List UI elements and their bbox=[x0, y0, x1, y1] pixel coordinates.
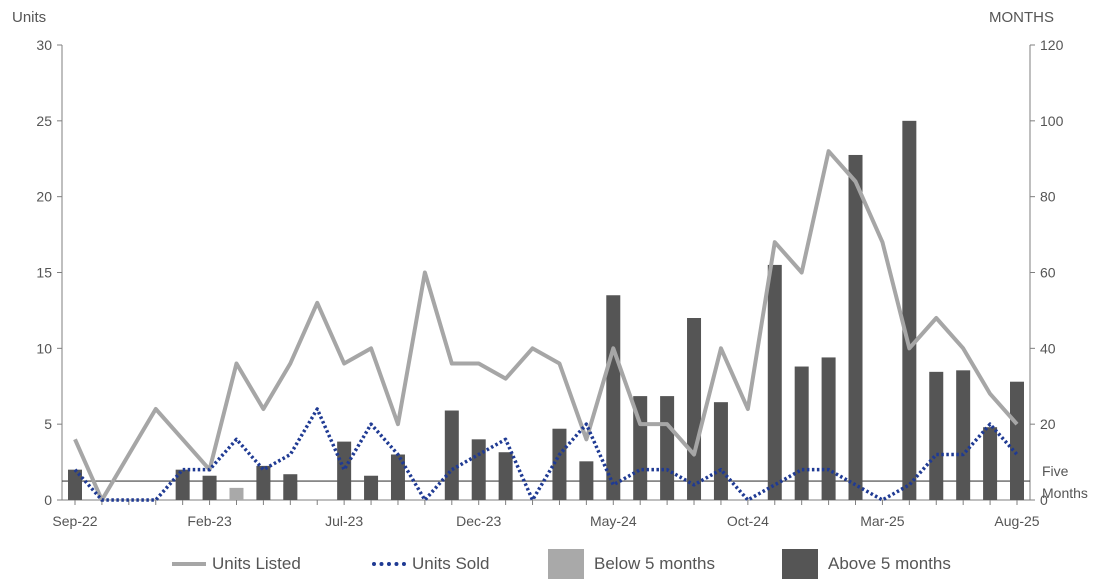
bar-above-5-months bbox=[929, 371, 944, 500]
right-tick-label: 20 bbox=[1040, 416, 1056, 432]
left-axis-title: Units bbox=[12, 9, 47, 26]
bar-above-5-months bbox=[471, 439, 486, 500]
x-tick-label: May-24 bbox=[590, 513, 637, 529]
threshold-label-line2: Months bbox=[1042, 485, 1088, 501]
bar-above-5-months bbox=[633, 396, 648, 500]
left-tick-label: 30 bbox=[36, 37, 52, 53]
chart-axes bbox=[57, 44, 1035, 505]
bar-above-5-months bbox=[337, 441, 352, 500]
bar-above-5-months bbox=[256, 465, 271, 500]
chart-canvas: 0 5 10 15 20 25 30 0 20 40 60 80 100 120 Sep-22 Feb-23 J… bbox=[36, 37, 1088, 529]
left-tick-label: 5 bbox=[44, 416, 52, 432]
x-tick-label: Feb-23 bbox=[187, 513, 232, 529]
left-tick-label: 20 bbox=[36, 189, 52, 205]
bar-above-5-months bbox=[390, 454, 405, 500]
chart-labels: 0 5 10 15 20 25 30 0 20 40 60 80 100 120 Sep-22 Feb-23 J… bbox=[36, 37, 1088, 529]
x-tick-label: Jul-23 bbox=[325, 513, 363, 529]
legend-item-below-5-months: Below 5 months bbox=[548, 548, 715, 580]
x-tick-label: Aug-25 bbox=[994, 513, 1039, 529]
x-tick-label: Oct-24 bbox=[727, 513, 769, 529]
legend-label-units-sold: Units Sold bbox=[412, 554, 490, 573]
legend-item-units-sold: Units Sold bbox=[372, 548, 489, 580]
legend-item-above-5-months: Above 5 months bbox=[782, 548, 951, 580]
bar-above-5-months bbox=[902, 120, 917, 500]
bar-above-5-months bbox=[687, 318, 702, 500]
chart-bars bbox=[68, 120, 1024, 501]
bar-above-5-months bbox=[821, 357, 836, 500]
legend-label-above-5-months: Above 5 months bbox=[828, 554, 951, 573]
bar-above-5-months bbox=[175, 469, 190, 500]
bar-above-5-months bbox=[444, 410, 459, 500]
chart-lines bbox=[73, 149, 1019, 502]
left-tick-label: 15 bbox=[36, 265, 52, 281]
right-tick-label: 100 bbox=[1040, 113, 1064, 129]
bar-above-5-months bbox=[552, 428, 567, 500]
right-tick-label: 60 bbox=[1040, 265, 1056, 281]
bar-above-5-months bbox=[713, 402, 728, 500]
right-tick-label: 0 bbox=[1040, 492, 1048, 508]
legend-item-units-listed: Units Listed bbox=[172, 548, 301, 580]
bar-above-5-months bbox=[498, 452, 513, 500]
bar-above-5-months bbox=[848, 154, 863, 501]
bar-above-5-months bbox=[767, 264, 782, 500]
bar-above-5-months bbox=[202, 475, 217, 500]
x-tick-label: Mar-25 bbox=[860, 513, 905, 529]
bar-above-5-months bbox=[606, 295, 621, 500]
left-tick-label: 25 bbox=[36, 113, 52, 129]
bar-above-5-months bbox=[956, 370, 971, 500]
legend-label-units-listed: Units Listed bbox=[212, 554, 301, 573]
bar-above-5-months bbox=[1010, 381, 1024, 500]
x-tick-label: Sep-22 bbox=[52, 513, 97, 529]
left-tick-label: 0 bbox=[44, 492, 52, 508]
x-tick-label: Dec-23 bbox=[456, 513, 501, 529]
left-tick-label: 10 bbox=[36, 340, 52, 356]
bar-above-5-months bbox=[579, 461, 594, 500]
bar-above-5-months bbox=[364, 475, 379, 500]
legend-label-below-5-months: Below 5 months bbox=[594, 554, 715, 573]
right-axis-title: MONTHS bbox=[989, 9, 1054, 26]
right-tick-label: 120 bbox=[1040, 37, 1064, 53]
legend-swatch-below-5-months bbox=[548, 549, 584, 579]
bar-above-5-months bbox=[68, 469, 82, 500]
line-units-listed bbox=[73, 149, 1019, 502]
chart-legend: Units Listed Units Sold Below 5 months A… bbox=[0, 548, 1108, 580]
bar-below-5-months bbox=[229, 487, 244, 500]
line-units-sold bbox=[73, 407, 1019, 502]
bar-above-5-months bbox=[660, 396, 675, 500]
threshold-label-line1: Five bbox=[1042, 463, 1069, 479]
right-tick-label: 40 bbox=[1040, 340, 1056, 356]
right-tick-label: 80 bbox=[1040, 189, 1056, 205]
bar-above-5-months bbox=[983, 427, 998, 500]
bar-above-5-months bbox=[794, 366, 809, 500]
legend-swatch-above-5-months bbox=[782, 549, 818, 579]
bar-above-5-months bbox=[283, 474, 298, 500]
legend-swatch-units-sold bbox=[372, 562, 406, 566]
legend-swatch-units-listed bbox=[172, 562, 206, 566]
